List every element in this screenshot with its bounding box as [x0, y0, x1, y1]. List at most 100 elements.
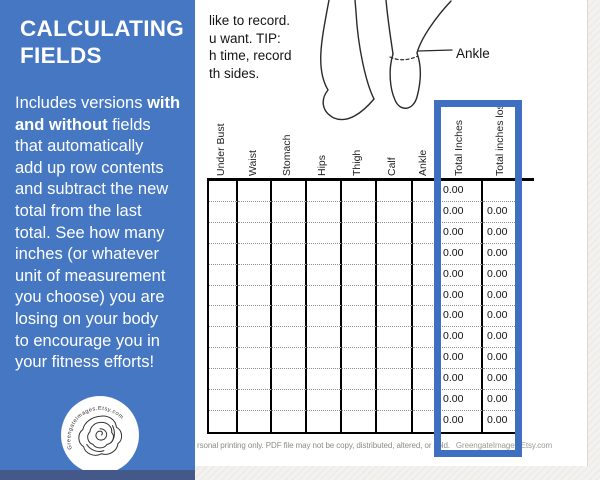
measurement-cell	[272, 327, 307, 349]
total-inches-lost-cell: 0.00	[483, 348, 519, 370]
measurement-cell	[238, 327, 272, 349]
measurement-cell	[342, 264, 377, 286]
measurement-cell	[272, 201, 307, 223]
rose-icon: GreengateImages.Etsy.com	[66, 406, 124, 456]
measurement-cell	[272, 222, 307, 244]
total-inches-cell: 0.00	[439, 410, 483, 432]
total-inches-lost-cell: 0.00	[483, 223, 519, 244]
measurement-cell	[377, 369, 413, 391]
description-line: your fitness efforts!	[15, 353, 155, 372]
highlight-box	[434, 100, 522, 457]
total-inches-cell: 0.00	[439, 348, 483, 370]
greengate-logo: GreengateImages.Etsy.com	[61, 396, 139, 474]
intro-text: like to record. u want. TIP: h time, recor…	[209, 12, 292, 82]
description-line: total from the last	[15, 201, 142, 220]
measurement-cell	[377, 327, 413, 349]
measurement-cell	[307, 243, 342, 265]
total-inches-lost-cell: 0.00	[483, 265, 519, 286]
total-inches-cell: 0.00	[439, 243, 483, 265]
measurement-cell	[272, 410, 307, 432]
watermark-text: GreengateImages.Etsy.com	[455, 441, 553, 450]
measurement-cell	[342, 390, 377, 411]
total-inches-lost-cell: 0.00	[483, 369, 519, 391]
measurement-cell	[377, 243, 413, 265]
legs-line-drawing	[320, 0, 453, 121]
measurement-cell	[342, 348, 377, 370]
measurement-cell	[342, 222, 377, 244]
measurement-cell	[209, 285, 238, 307]
ankle-label: Ankle	[456, 46, 490, 61]
total-inches-lost-cell: 0.00	[483, 327, 519, 349]
measurement-cell	[272, 306, 307, 328]
measurement-cell	[209, 306, 238, 328]
measurement-cell	[272, 285, 307, 307]
ankle-measure-dashes	[389, 55, 419, 61]
license-text: rsonal printing only. PDF file may not b…	[197, 441, 450, 450]
measurement-cell	[238, 222, 272, 244]
measurement-cell	[377, 306, 413, 328]
total-inches-lost-cell: 0.00	[483, 390, 519, 411]
measurement-cell	[342, 369, 377, 391]
measurement-cell	[238, 181, 272, 202]
measurement-cell	[272, 390, 307, 411]
footer: rsonal printing only. PDF file may not b…	[197, 441, 552, 450]
description-line: you choose) you are	[15, 288, 165, 307]
front-leg-outer-outline	[416, 0, 452, 54]
measurement-cell	[272, 369, 307, 391]
total-inches-cell: 0.00	[439, 201, 483, 223]
measurement-cell	[377, 264, 413, 286]
total-inches-lost-cell: 0.00	[483, 286, 519, 307]
measurement-cell	[307, 327, 342, 349]
total-inches-cell: 0.00	[439, 285, 483, 307]
measurement-cell	[342, 201, 377, 223]
back-leg-outline	[320, 0, 375, 121]
measurement-cell	[377, 410, 413, 432]
sidebar: CALCULATING FIELDS Includes versions wit…	[0, 0, 195, 474]
intro-line: th sides.	[209, 65, 260, 81]
measurement-cell	[307, 369, 342, 391]
measurement-cell	[307, 306, 342, 328]
measurement-cell	[307, 264, 342, 286]
measurement-cell	[238, 243, 272, 265]
measurement-cell	[209, 369, 238, 391]
measurement-cell	[377, 201, 413, 223]
measurement-cell	[307, 285, 342, 307]
measurement-cell	[238, 201, 272, 223]
description-line: that automatically	[15, 137, 144, 156]
measurement-cell	[307, 222, 342, 244]
description-line: total. See how many	[15, 223, 165, 242]
measurement-cell	[272, 348, 307, 370]
measurement-cell	[342, 243, 377, 265]
measurement-cell	[209, 327, 238, 349]
description-line: inches (or whatever	[15, 245, 159, 264]
total-inches-cell: 0.00	[439, 181, 483, 202]
measurement-cell	[238, 306, 272, 328]
measurement-cell	[209, 410, 238, 432]
description-line: to encourage you in	[15, 331, 160, 350]
measurement-cell	[342, 285, 377, 307]
total-inches-cell: 0.00	[439, 222, 483, 244]
measurement-cell	[342, 327, 377, 349]
total-inches-lost-cell	[483, 181, 519, 202]
description-line: Includes versions with	[15, 94, 181, 112]
measurement-cell	[209, 181, 238, 202]
total-inches-cell: 0.00	[439, 264, 483, 286]
measurement-cell	[209, 222, 238, 244]
measurement-cell	[209, 348, 238, 370]
front-leg-inner-outline	[385, 0, 394, 55]
total-inches-cell: 0.00	[439, 306, 483, 328]
measurement-cell	[238, 285, 272, 307]
measurement-cell	[342, 181, 377, 202]
measurement-cell	[238, 369, 272, 391]
intro-line: h time, record	[209, 48, 292, 63]
page-title: CALCULATING FIELDS	[20, 16, 185, 68]
description-line: and subtract the new	[15, 180, 169, 199]
measurement-cell	[209, 264, 238, 286]
svg-text:GreengateImages.Etsy.com: GreengateImages.Etsy.com	[66, 406, 124, 450]
measurement-cell	[377, 390, 413, 411]
measurement-cell	[272, 264, 307, 286]
total-inches-lost-cell: 0.00	[487, 413, 508, 426]
total-inches-cell: 0.00	[439, 369, 483, 391]
measurement-cell	[238, 348, 272, 370]
